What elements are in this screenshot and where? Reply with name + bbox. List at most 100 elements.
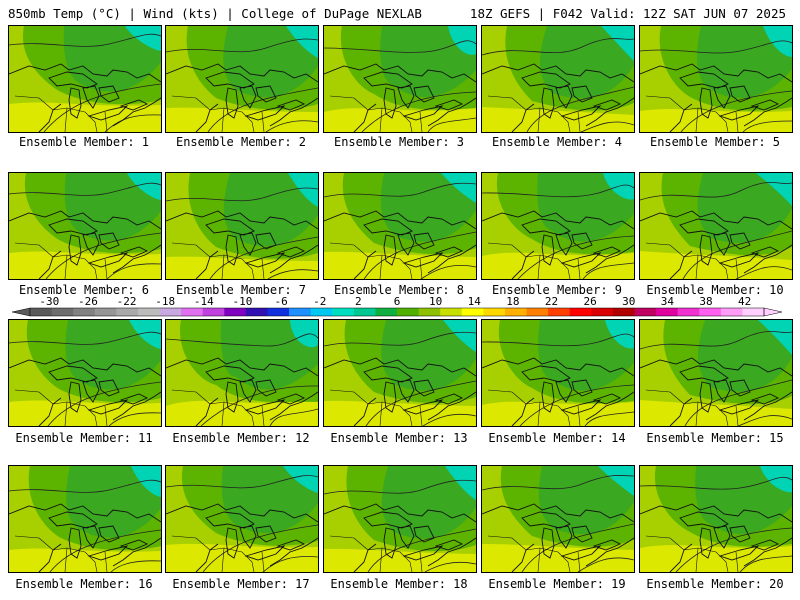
temperature-map	[166, 173, 318, 279]
state-borders	[14, 242, 108, 279]
temperature-colorbar: -30 -26 -22 -18 -14 -10 -6 -2 2 6 10 14 18 22 26 30 34 38…	[11, 296, 783, 317]
colorbar-swatch	[73, 308, 96, 316]
coastline	[482, 63, 634, 132]
temperature-map	[166, 466, 318, 572]
colorbar-swatch	[548, 308, 571, 316]
colorbar-swatch	[526, 308, 549, 316]
great-lakes	[205, 511, 306, 561]
colorbar-left-arrow	[11, 307, 31, 317]
great-lakes	[205, 365, 306, 415]
ensemble-map-panel	[165, 172, 319, 280]
colorbar-tick-label: -22	[117, 296, 137, 308]
colorbar-swatch	[137, 308, 161, 316]
state-borders	[329, 242, 423, 279]
ensemble-map-panel	[323, 172, 477, 280]
panel-label: Ensemble Member: 7	[175, 283, 307, 297]
colorbar-tick-label: -26	[78, 296, 98, 308]
temperature-map	[9, 466, 161, 572]
colorbar-swatch	[51, 308, 74, 316]
colorbar-swatch	[94, 308, 117, 316]
colorbar-swatch	[267, 308, 290, 316]
state-borders	[171, 95, 265, 132]
colorbar-swatch	[116, 308, 139, 316]
state-borders	[171, 242, 265, 279]
colorbar-swatch	[677, 308, 700, 316]
state-borders	[487, 535, 581, 572]
colorbar-swatch	[569, 308, 592, 316]
temperature-map	[482, 466, 634, 572]
coastline	[9, 503, 161, 572]
temperature-map	[166, 320, 318, 426]
colorbar-tick-label: 2	[355, 296, 362, 308]
state-borders	[329, 389, 423, 426]
colorbar-swatch	[656, 308, 679, 316]
colorbar-swatch	[483, 308, 506, 316]
panel-label: Ensemble Member: 19	[488, 577, 626, 591]
temperature-map	[482, 320, 634, 426]
panel-label: Ensemble Member: 5	[649, 135, 781, 149]
coastline	[324, 357, 476, 426]
colorbar-tick-label: 22	[545, 296, 558, 308]
state-borders	[329, 535, 423, 572]
colorbar-tick-label: -6	[274, 296, 287, 308]
colorbar-tick-label: -10	[233, 296, 253, 308]
coastline	[324, 210, 476, 279]
ensemble-map-panel	[481, 25, 635, 133]
great-lakes	[521, 511, 622, 561]
great-lakes	[521, 365, 622, 415]
panel-label: Ensemble Member: 11	[15, 431, 153, 445]
coastline	[482, 357, 634, 426]
colorbar-swatch	[742, 308, 765, 316]
colorbar-swatch	[30, 308, 53, 316]
temperature-map	[640, 320, 792, 426]
temperature-map	[324, 320, 476, 426]
colorbar-right-arrow	[763, 307, 783, 317]
colorbar-tick-label: 10	[429, 296, 442, 308]
panel-label: Ensemble Member: 17	[172, 577, 310, 591]
ensemble-map-panel	[639, 25, 793, 133]
ensemble-map-panel	[323, 25, 477, 133]
state-borders	[487, 95, 581, 132]
colorbar-swatch	[699, 308, 722, 316]
panel-label: Ensemble Member: 2	[175, 135, 307, 149]
ensemble-map-panel	[323, 319, 477, 427]
state-borders	[171, 389, 265, 426]
colorbar-swatch	[289, 308, 312, 316]
ensemble-map-panel	[165, 25, 319, 133]
state-borders	[645, 389, 739, 426]
ensemble-map-panel	[481, 172, 635, 280]
state-borders	[14, 389, 108, 426]
ensemble-map-panel	[165, 319, 319, 427]
great-lakes	[363, 365, 464, 415]
map-title: 850mb Temp (°C) | Wind (kts) | College o…	[8, 6, 422, 21]
coastline	[9, 210, 161, 279]
great-lakes	[679, 365, 780, 415]
colorbar-tick-label: 34	[661, 296, 675, 308]
temperature-map	[640, 26, 792, 132]
great-lakes	[679, 511, 780, 561]
panel-label: Ensemble Member: 10	[646, 283, 784, 297]
panel-label: Ensemble Member: 6	[18, 283, 150, 297]
ensemble-map-panel	[639, 319, 793, 427]
coastline	[482, 503, 634, 572]
colorbar-tick-label: 6	[394, 296, 401, 308]
colorbar-swatch	[375, 308, 398, 316]
colorbar-swatch	[332, 308, 355, 316]
colorbar-swatch	[440, 308, 463, 316]
panel-label: Ensemble Member: 4	[491, 135, 623, 149]
colorbar-tick-label: 14	[468, 296, 482, 308]
colorbar-swatch	[245, 308, 268, 316]
great-lakes	[363, 511, 464, 561]
colorbar-swatch	[310, 308, 333, 316]
colorbar-swatch	[397, 308, 420, 316]
temperature-map	[640, 173, 792, 279]
state-borders	[645, 242, 739, 279]
state-borders	[171, 535, 265, 572]
temperature-map	[324, 466, 476, 572]
colorbar-tick-label: 26	[584, 296, 597, 308]
coastline	[166, 503, 318, 572]
coastline	[640, 63, 792, 132]
colorbar-swatch	[612, 308, 635, 316]
ensemble-map-panel	[8, 172, 162, 280]
panel-label: Ensemble Member: 1	[18, 135, 150, 149]
